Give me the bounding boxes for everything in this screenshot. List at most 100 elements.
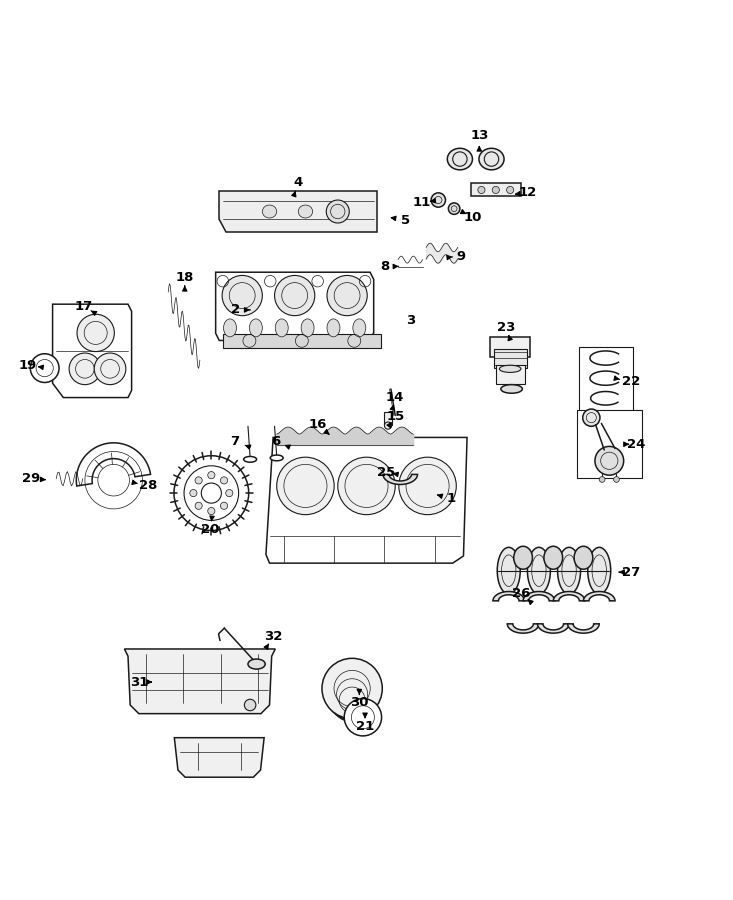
Circle shape: [614, 477, 619, 482]
Circle shape: [492, 186, 499, 194]
Ellipse shape: [558, 547, 581, 594]
Circle shape: [69, 353, 100, 384]
Polygon shape: [523, 591, 555, 601]
Text: 23: 23: [498, 321, 516, 335]
Polygon shape: [53, 304, 132, 398]
Polygon shape: [219, 191, 377, 232]
Bar: [579, 347, 633, 412]
Circle shape: [221, 502, 228, 509]
Circle shape: [207, 472, 215, 479]
Polygon shape: [553, 591, 585, 601]
Ellipse shape: [270, 455, 283, 461]
Text: 11: 11: [413, 195, 431, 209]
Circle shape: [195, 477, 202, 484]
Ellipse shape: [384, 422, 391, 429]
Polygon shape: [125, 649, 276, 714]
Ellipse shape: [248, 659, 265, 669]
Bar: [496, 365, 525, 384]
Ellipse shape: [447, 148, 473, 170]
Text: 8: 8: [380, 260, 389, 274]
Circle shape: [207, 508, 215, 515]
Circle shape: [275, 275, 314, 316]
Ellipse shape: [298, 205, 312, 218]
Circle shape: [331, 679, 374, 722]
Ellipse shape: [301, 319, 314, 337]
Polygon shape: [76, 443, 150, 486]
Bar: [493, 349, 527, 368]
Text: 25: 25: [377, 466, 395, 479]
Ellipse shape: [224, 319, 237, 337]
Circle shape: [77, 314, 114, 352]
Bar: [490, 338, 530, 357]
Circle shape: [190, 490, 197, 497]
Polygon shape: [567, 624, 600, 634]
Polygon shape: [537, 624, 569, 634]
Circle shape: [507, 186, 514, 194]
Text: 29: 29: [22, 472, 40, 485]
Text: 3: 3: [406, 314, 416, 328]
Text: 6: 6: [270, 435, 280, 448]
Circle shape: [244, 699, 256, 711]
Circle shape: [449, 202, 460, 214]
Circle shape: [174, 455, 248, 530]
Text: 31: 31: [130, 676, 149, 688]
Ellipse shape: [249, 319, 262, 337]
Text: 17: 17: [74, 300, 92, 313]
Text: 7: 7: [229, 435, 239, 448]
Ellipse shape: [353, 319, 366, 337]
Circle shape: [95, 353, 126, 384]
Text: 28: 28: [139, 480, 158, 492]
Circle shape: [338, 457, 395, 515]
Polygon shape: [507, 624, 539, 634]
Ellipse shape: [514, 546, 532, 569]
Circle shape: [30, 354, 59, 382]
Text: 27: 27: [622, 565, 640, 579]
Text: 10: 10: [464, 211, 482, 224]
Text: 2: 2: [231, 303, 240, 317]
Circle shape: [345, 698, 382, 736]
Text: 19: 19: [18, 359, 37, 372]
Ellipse shape: [497, 547, 520, 594]
Text: 32: 32: [264, 630, 282, 644]
Bar: [577, 410, 641, 479]
Text: 16: 16: [309, 418, 327, 431]
Polygon shape: [216, 272, 374, 340]
Polygon shape: [174, 738, 264, 778]
Text: 21: 21: [356, 720, 374, 733]
Circle shape: [595, 446, 624, 475]
Text: 24: 24: [627, 437, 646, 451]
Circle shape: [326, 669, 378, 720]
Circle shape: [322, 658, 383, 719]
Bar: [384, 412, 391, 425]
Text: 1: 1: [446, 492, 456, 505]
Ellipse shape: [501, 384, 523, 393]
Circle shape: [431, 193, 446, 207]
Bar: [223, 334, 381, 348]
Circle shape: [277, 457, 334, 515]
Circle shape: [222, 275, 262, 316]
Circle shape: [327, 275, 367, 316]
Text: 20: 20: [202, 523, 220, 536]
Text: 12: 12: [518, 186, 537, 199]
Circle shape: [583, 410, 600, 427]
Polygon shape: [383, 474, 418, 484]
Circle shape: [600, 477, 605, 482]
Text: 4: 4: [294, 176, 303, 189]
Ellipse shape: [544, 546, 563, 569]
Polygon shape: [493, 591, 525, 601]
Ellipse shape: [499, 365, 521, 373]
Ellipse shape: [479, 148, 504, 170]
Text: 15: 15: [386, 410, 405, 424]
Ellipse shape: [588, 547, 611, 594]
Bar: [471, 184, 521, 196]
Text: 26: 26: [512, 587, 531, 600]
Circle shape: [226, 490, 233, 497]
Polygon shape: [583, 591, 615, 601]
Ellipse shape: [243, 456, 257, 463]
Polygon shape: [266, 437, 467, 563]
Ellipse shape: [276, 319, 288, 337]
Text: 13: 13: [470, 129, 488, 142]
Ellipse shape: [528, 547, 550, 594]
Text: 5: 5: [402, 213, 410, 227]
Text: 22: 22: [622, 375, 640, 388]
